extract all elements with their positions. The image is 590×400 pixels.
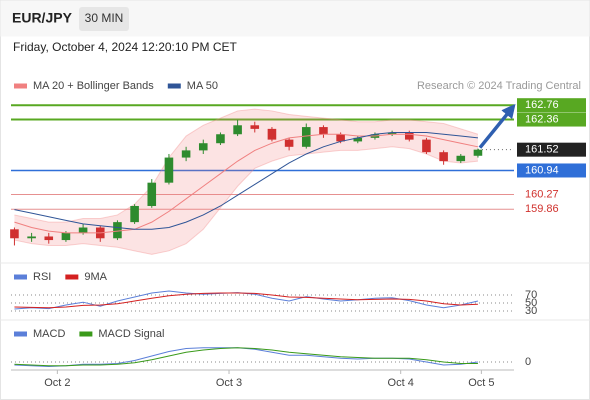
candle-body [198, 143, 208, 151]
bollinger-upper [14, 108, 479, 223]
level-label: 159.86 [525, 203, 559, 215]
legend-label: 9MA [84, 271, 107, 283]
legend-swatch [14, 83, 27, 89]
candle-body [216, 134, 225, 144]
x-tick-label: Oct 4 [388, 377, 414, 389]
candle-body [181, 150, 191, 158]
candle-body [61, 232, 71, 241]
candle-body [387, 132, 397, 135]
x-tick-label: Oct 3 [216, 377, 242, 389]
candle-body [404, 132, 414, 140]
legend-label: RSI [33, 271, 51, 283]
candle-body [353, 137, 363, 142]
y-tick-label: 50 [525, 297, 537, 309]
legend-swatch [65, 274, 79, 280]
ma-line [14, 131, 479, 230]
candle-body [27, 236, 36, 239]
level-box [517, 112, 586, 127]
interval-box[interactable] [79, 7, 129, 31]
candle-body [439, 152, 448, 162]
level-label: 162.36 [525, 113, 559, 125]
candle-body [233, 125, 242, 135]
candle-body [473, 149, 483, 156]
candle-body [319, 127, 328, 135]
ma-line [14, 133, 479, 234]
candle-body [164, 157, 174, 183]
candle-body [456, 155, 466, 162]
candle-body [301, 127, 311, 147]
candle-body [267, 128, 277, 140]
candle-body [130, 205, 139, 223]
chart-title: EUR/JPY [12, 10, 73, 26]
legend-label: MA 50 [187, 80, 218, 92]
candle-body [422, 139, 431, 153]
candle-body [78, 227, 88, 233]
bollinger-lower [14, 146, 479, 255]
level-label: 161.52 [525, 144, 559, 156]
candle-body [44, 236, 54, 241]
candle-body [147, 182, 157, 206]
interval[interactable]: 30 MIN [85, 11, 124, 25]
indicator-line [14, 292, 478, 309]
candle-body [336, 134, 345, 142]
y-tick-label: 70 [525, 289, 537, 301]
y-tick-label: 0 [525, 356, 531, 368]
level-label: 160.94 [525, 164, 559, 176]
projection-arrow [478, 103, 516, 149]
candle-body [250, 125, 260, 129]
candle-body [10, 229, 19, 239]
legend-label: MACD Signal [98, 328, 164, 340]
candle-body [284, 139, 294, 147]
legend-swatch [14, 331, 27, 337]
candle-body [113, 222, 122, 239]
level-label: 162.76 [525, 99, 559, 111]
legend-swatch [14, 274, 27, 280]
legend-swatch [167, 83, 181, 89]
indicator-line [14, 347, 478, 367]
level-label: 160.27 [525, 188, 559, 200]
legend-swatch [79, 331, 93, 337]
legend-label: MACD [33, 328, 65, 340]
x-tick-label: Oct 2 [44, 377, 70, 389]
x-tick-label: Oct 5 [468, 377, 494, 389]
level-box [517, 142, 586, 157]
subtitle: Friday, October 4, 2024 12:20:10 PM CET [13, 40, 238, 54]
attribution: Research © 2024 Trading Central [417, 80, 581, 92]
level-box [517, 163, 586, 178]
y-tick-label: 30 [525, 305, 537, 317]
level-box [517, 98, 586, 113]
legend-label: MA 20 + Bollinger Bands [33, 80, 154, 92]
